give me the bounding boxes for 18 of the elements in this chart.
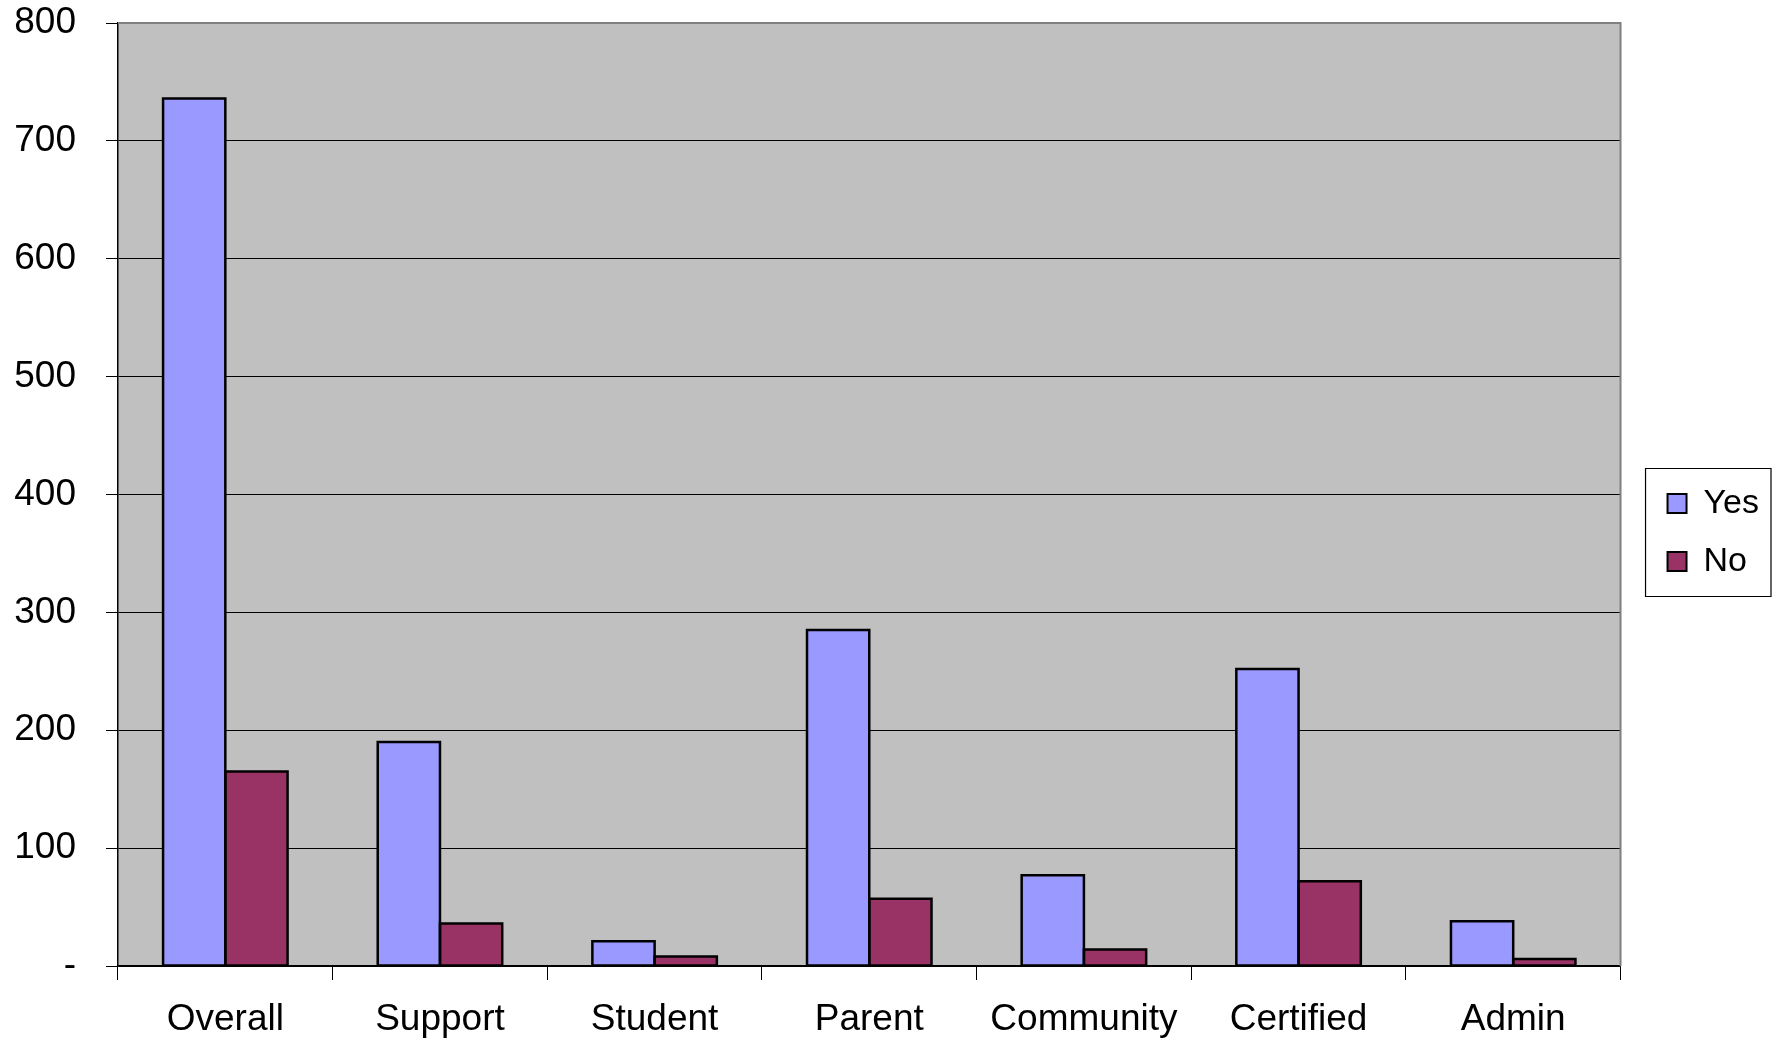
y-tick-label: 600 xyxy=(14,235,76,277)
y-tick-label: 700 xyxy=(14,118,76,160)
x-tick-label: Student xyxy=(590,997,720,1039)
x-tick-label: Certified xyxy=(1229,997,1368,1039)
y-tick-label: 800 xyxy=(14,0,76,42)
y-tick-label: 400 xyxy=(14,471,76,513)
y-tick-label: 200 xyxy=(14,707,76,749)
legend-label: No xyxy=(1703,539,1747,578)
y-tick-label: 300 xyxy=(14,589,76,631)
x-tick-label: Overall xyxy=(166,997,284,1039)
x-tick-label: Community xyxy=(990,997,1178,1039)
y-tick-label: 100 xyxy=(14,825,76,867)
x-tick-label: Support xyxy=(375,997,506,1039)
x-tick-label: Parent xyxy=(814,997,925,1039)
y-tick-label: - xyxy=(63,943,76,985)
legend-label: Yes xyxy=(1703,481,1759,520)
y-tick-label: 500 xyxy=(14,353,76,395)
x-tick-label: Admin xyxy=(1460,997,1566,1039)
